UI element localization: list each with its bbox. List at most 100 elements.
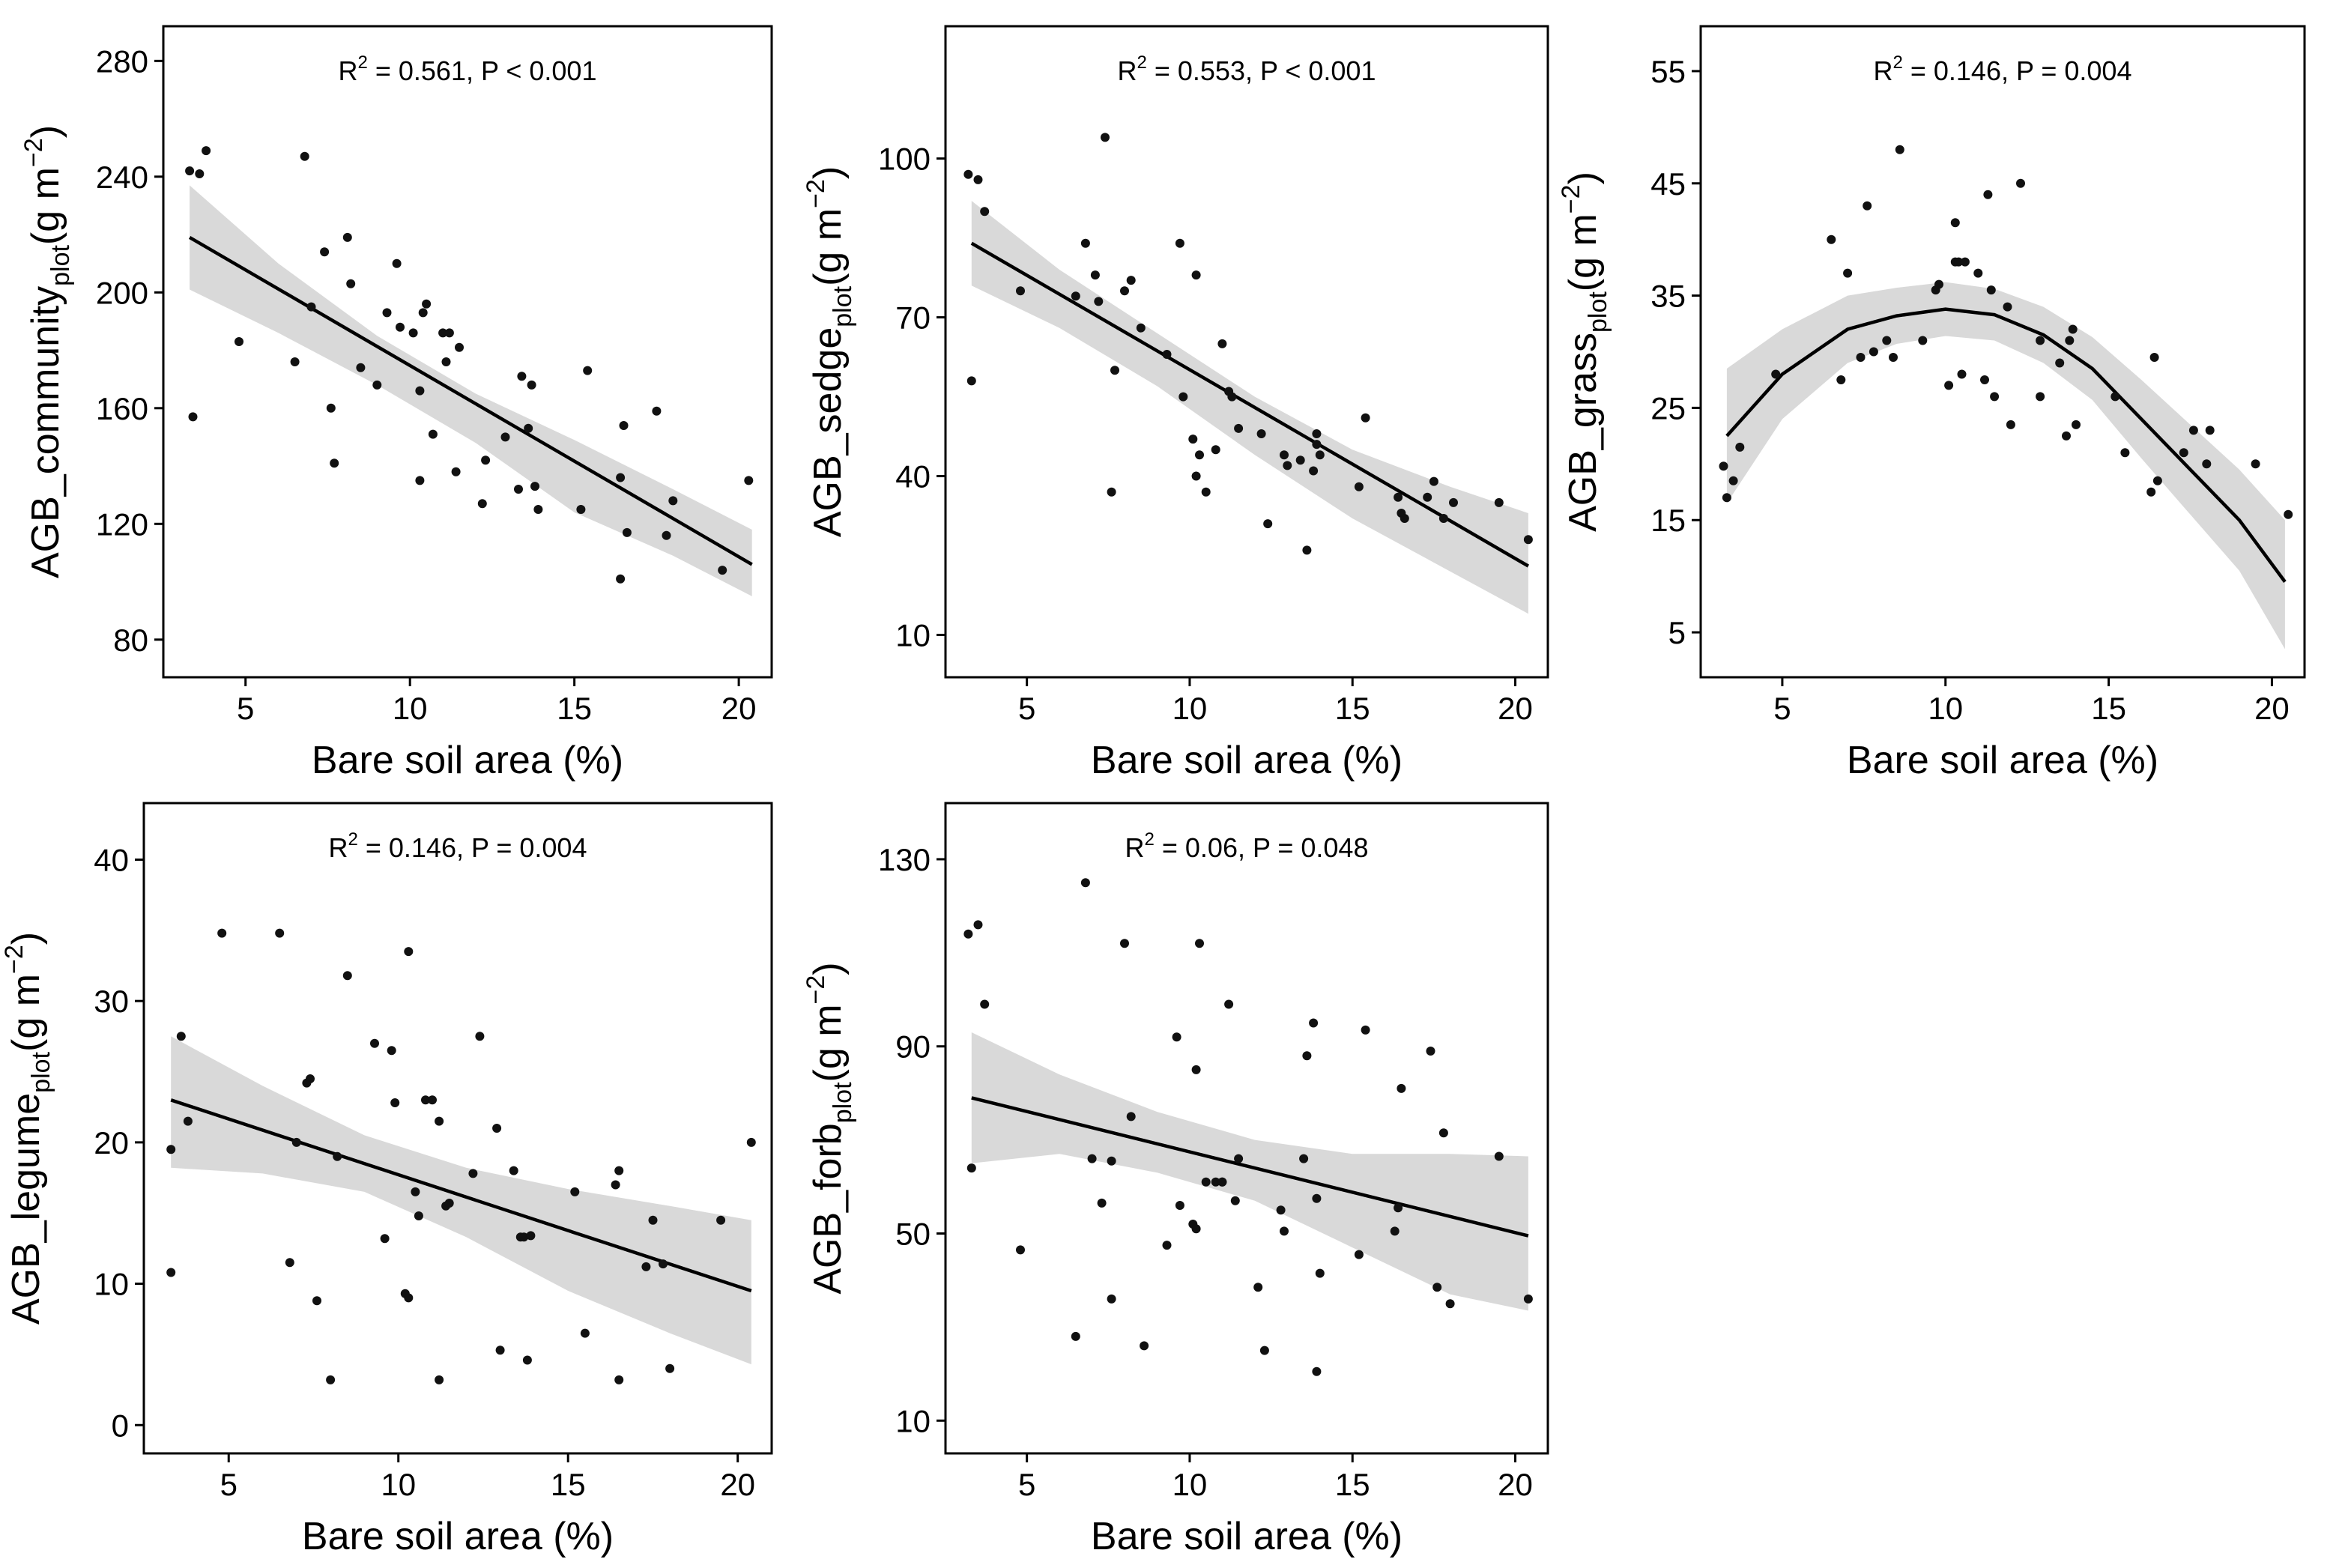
panel-forb: 5 10 15 20 10 50 90 130 Bare soil area (%) AGB_fo… [802, 802, 1549, 1558]
data-point [580, 1328, 590, 1338]
x-axis-title: Bare soil area (%) [1091, 739, 1403, 782]
data-point [285, 1258, 294, 1268]
data-point [396, 322, 405, 332]
y-axis-title-base: AGB_community [24, 286, 67, 578]
data-point [421, 1095, 430, 1105]
data-point [1986, 285, 1996, 295]
data-point [746, 1137, 756, 1147]
y-tick-label: 35 [1650, 279, 1686, 314]
x-tick-label: 10 [381, 1467, 416, 1502]
x-tick-label: 15 [1335, 1467, 1370, 1502]
data-point [1719, 461, 1728, 471]
data-point [444, 328, 454, 338]
y-axis-title-sup: −2 [1557, 184, 1585, 214]
data-point [1312, 1193, 1322, 1203]
y-tick-label: 40 [94, 842, 129, 877]
data-point [1071, 1331, 1080, 1341]
data-point [614, 1375, 624, 1384]
data-point [1827, 234, 1836, 244]
y-axis-title-base: AGB_forb [806, 1123, 850, 1294]
x-tick-label: 15 [1335, 691, 1370, 726]
stat-r: R [1874, 55, 1893, 86]
data-point [435, 1116, 444, 1126]
x-axis-title: Bare soil area (%) [1091, 1515, 1403, 1558]
data-point [2188, 426, 2198, 435]
data-point [1315, 1268, 1325, 1278]
data-point [527, 380, 536, 390]
stat-annotation: R2 = 0.06, P = 0.048 [1125, 829, 1369, 863]
stat-r: R [329, 832, 348, 863]
data-point [185, 166, 195, 176]
data-point [1259, 1345, 1269, 1355]
data-point [333, 1151, 342, 1161]
x-tick-label: 15 [2091, 691, 2126, 726]
stat-annotation: R2 = 0.146, P = 0.004 [329, 829, 587, 863]
y-axis-title-close: ) [24, 125, 67, 138]
data-point [1201, 1177, 1211, 1187]
data-point [1110, 366, 1119, 375]
data-point [176, 1032, 186, 1041]
data-point [1107, 1156, 1116, 1166]
data-point [306, 1074, 315, 1083]
data-point [326, 1375, 336, 1384]
data-point [1107, 487, 1116, 497]
data-point [1973, 268, 1983, 278]
x-tick-label: 10 [1173, 691, 1208, 726]
data-point [1918, 336, 1928, 345]
stat-r: R [339, 55, 358, 86]
y-axis-title-close: ) [806, 962, 850, 975]
data-point [668, 496, 678, 506]
data-point [320, 247, 330, 257]
data-point [1722, 493, 1731, 503]
x-tick-label: 15 [551, 1467, 586, 1502]
data-point [2068, 324, 2078, 334]
y-axis-title-sub: plot [27, 1051, 55, 1092]
data-point [1312, 440, 1322, 449]
x-tick-label: 5 [1018, 1467, 1035, 1502]
data-point [2152, 476, 2162, 485]
stat-r2-value: 0.146 [389, 832, 456, 863]
y-axis-title-sub: plot [1584, 291, 1612, 333]
data-point [1397, 1083, 1406, 1093]
data-point [1283, 461, 1292, 470]
data-point [455, 342, 464, 352]
y-tick-label: 70 [895, 300, 931, 336]
data-point [468, 1169, 478, 1178]
y-tick-label: 30 [94, 984, 129, 1019]
data-point [744, 476, 754, 485]
data-point [1175, 1201, 1184, 1210]
data-point [1394, 492, 1403, 502]
data-point [195, 169, 205, 178]
data-point [1950, 218, 1960, 228]
data-point [517, 372, 527, 381]
data-point [404, 1293, 414, 1303]
data-point [422, 299, 432, 309]
stat-annotation: R2 = 0.561, P < 0.001 [339, 52, 597, 86]
stat-eq: = [1903, 55, 1934, 86]
data-point [1432, 1283, 1442, 1292]
data-point [1201, 487, 1211, 497]
y-tick-label: 40 [895, 459, 931, 494]
data-point [1299, 1154, 1309, 1163]
y-tick-label: 10 [895, 1403, 931, 1438]
y-axis-title: AGB_legumeplot(g m−2) [0, 932, 55, 1325]
data-point [1390, 1226, 1400, 1236]
data-point [390, 1098, 400, 1107]
stat-p-value: P = 0.004 [471, 832, 587, 863]
y-tick-label: 45 [1650, 166, 1686, 202]
panel-legume: 5 10 15 20 0 10 20 30 40 Bare soil area (%) AGB_le… [0, 802, 773, 1558]
data-point [1438, 514, 1448, 523]
data-point [1426, 1047, 1435, 1056]
data-point [1126, 1112, 1136, 1121]
data-point [1227, 392, 1237, 402]
data-point [1315, 450, 1325, 460]
data-point [1889, 353, 1898, 362]
data-point [2111, 392, 2120, 402]
data-point [718, 566, 727, 575]
y-tick-label: 5 [1668, 615, 1686, 650]
data-point [1728, 476, 1738, 485]
confidence-band [1726, 282, 2285, 650]
data-point [2006, 420, 2015, 429]
stat-r-sup: 2 [358, 52, 368, 73]
data-point [1295, 455, 1305, 465]
